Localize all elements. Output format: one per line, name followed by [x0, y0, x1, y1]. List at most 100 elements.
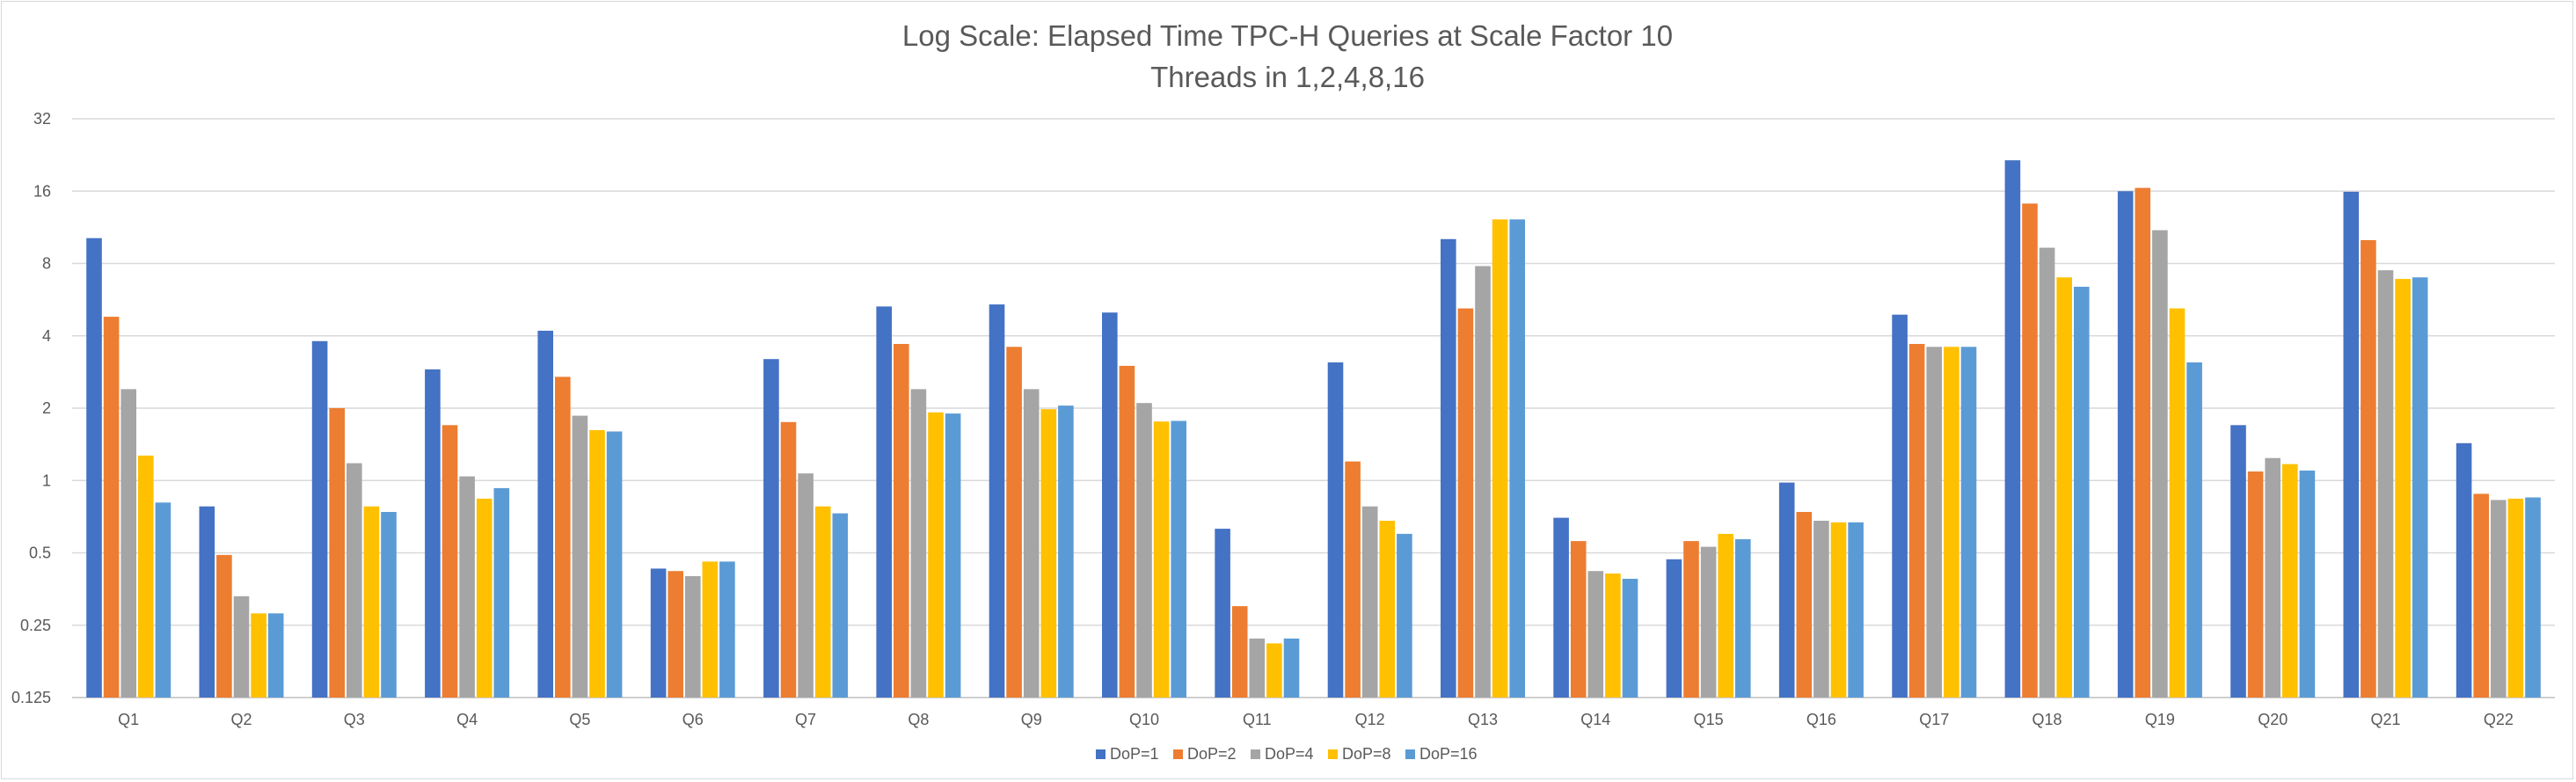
y-tick-label: 8: [42, 255, 51, 273]
bar-q7-dop4: [798, 473, 814, 698]
bar-q2-dop2: [216, 554, 232, 698]
x-tick-label: Q6: [682, 711, 704, 728]
bar-q9-dop8: [1040, 409, 1057, 698]
bar-q21-dop2: [2361, 240, 2376, 698]
bar-q1-dop1: [86, 238, 102, 698]
x-tick-label: Q2: [230, 711, 252, 728]
bar-q10-dop4: [1136, 403, 1152, 698]
bar-q3-dop4: [347, 463, 362, 698]
chart-title: Log Scale: Elapsed Time TPC-H Queries at…: [902, 19, 1673, 52]
bar-q7-dop2: [780, 421, 797, 698]
bar-q12-dop2: [1345, 461, 1361, 698]
x-tick-label: Q11: [1243, 711, 1272, 728]
bar-q4-dop1: [425, 369, 441, 698]
x-tick-label: Q4: [456, 711, 478, 728]
bar-q13-dop2: [1457, 308, 1474, 698]
bar-q5-dop1: [537, 331, 553, 698]
bar-q11-dop8: [1266, 643, 1282, 698]
bar-q14-dop2: [1570, 541, 1587, 698]
bar-q21-dop1: [2343, 192, 2360, 698]
bar-q1-dop4: [120, 389, 136, 698]
x-tick-label: Q16: [1806, 711, 1836, 728]
bar-q6-dop2: [668, 571, 683, 698]
bar-q12-dop16: [1397, 533, 1412, 698]
bar-q15-dop2: [1683, 541, 1699, 698]
bar-q22-dop4: [2491, 500, 2507, 698]
bar-q20-dop16: [2299, 470, 2316, 698]
y-tick-label: 0.5: [29, 544, 51, 562]
x-tick-label: Q21: [2371, 711, 2401, 728]
bar-q14-dop16: [1622, 579, 1638, 698]
bar-q8-dop16: [945, 413, 961, 698]
bar-q14-dop1: [1553, 517, 1569, 698]
bar-q21-dop4: [2377, 270, 2394, 698]
legend-label: DoP=1: [1110, 745, 1159, 763]
x-tick-label: Q12: [1355, 711, 1385, 728]
bar-q18-dop1: [2004, 160, 2021, 698]
bar-q17-dop2: [1908, 344, 1925, 698]
y-tick-label: 1: [42, 471, 51, 489]
bar-q2-dop8: [251, 613, 266, 698]
x-tick-label: Q1: [118, 711, 139, 728]
bar-q11-dop2: [1231, 606, 1248, 698]
bar-q15-dop1: [1666, 559, 1682, 698]
y-axis-tick-labels: 0.125 0.25 0.5 1 2 4 8 16 32: [11, 110, 51, 706]
y-tick-label: 32: [33, 110, 51, 128]
bar-q11-dop16: [1283, 638, 1300, 698]
x-tick-label: Q5: [569, 711, 590, 728]
bar-q6-dop4: [685, 576, 701, 698]
x-tick-label: Q9: [1021, 711, 1042, 728]
legend-swatch: [1405, 749, 1415, 759]
legend-swatch: [1173, 749, 1183, 759]
bar-q13-dop1: [1441, 238, 1456, 698]
bar-q7-dop16: [832, 513, 849, 698]
bar-q19-dop1: [2117, 191, 2134, 698]
bar-q13-dop8: [1492, 219, 1508, 698]
bar-q6-dop1: [650, 568, 667, 698]
bar-q21-dop8: [2395, 279, 2411, 698]
bar-q22-dop16: [2525, 497, 2541, 698]
bar-q1-dop16: [155, 502, 171, 698]
bar-q16-dop8: [1830, 522, 1847, 698]
bar-q21-dop16: [2412, 277, 2428, 698]
legend-label: DoP=4: [1265, 745, 1314, 763]
bar-q10-dop16: [1171, 420, 1186, 698]
bar-q20-dop2: [2247, 471, 2264, 698]
bar-q22-dop8: [2507, 498, 2524, 698]
bar-q2-dop4: [233, 596, 250, 698]
bar-q15-dop4: [1700, 546, 1717, 698]
bar-q15-dop8: [1718, 533, 1733, 698]
legend-label: DoP=8: [1342, 745, 1391, 763]
bar-q17-dop16: [1960, 347, 1977, 698]
x-tick-label: Q13: [1468, 711, 1498, 728]
bar-q5-dop16: [606, 431, 623, 698]
bar-q8-dop2: [894, 344, 909, 698]
bar-q17-dop1: [1892, 314, 1908, 698]
bar-q14-dop8: [1605, 574, 1621, 698]
bar-q1-dop2: [103, 317, 120, 698]
bar-q7-dop1: [763, 359, 779, 698]
x-tick-label: Q17: [1919, 711, 1949, 728]
bar-q3-dop1: [311, 340, 328, 698]
bar-q16-dop2: [1796, 512, 1813, 698]
bar-q18-dop4: [2039, 247, 2055, 698]
bar-q8-dop1: [876, 306, 892, 698]
bar-q20-dop8: [2282, 464, 2298, 698]
bar-q3-dop8: [363, 506, 380, 698]
x-tick-label: Q19: [2145, 711, 2175, 728]
bar-q9-dop2: [1006, 347, 1022, 698]
bar-q2-dop16: [267, 613, 284, 698]
bar-q3-dop16: [381, 512, 397, 698]
bar-q4-dop2: [441, 425, 458, 698]
legend-swatch: [1096, 749, 1106, 759]
bar-q17-dop8: [1944, 347, 1959, 698]
bar-q19-dop2: [2135, 187, 2151, 698]
bar-q16-dop4: [1813, 521, 1829, 698]
bar-q6-dop8: [702, 561, 719, 698]
bar-q12-dop4: [1361, 506, 1378, 698]
bar-q15-dop16: [1735, 539, 1751, 698]
bar-q19-dop8: [2169, 308, 2186, 698]
x-tick-label: Q10: [1129, 711, 1159, 728]
bar-q6-dop16: [719, 561, 735, 698]
bar-q18-dop8: [2056, 277, 2072, 698]
